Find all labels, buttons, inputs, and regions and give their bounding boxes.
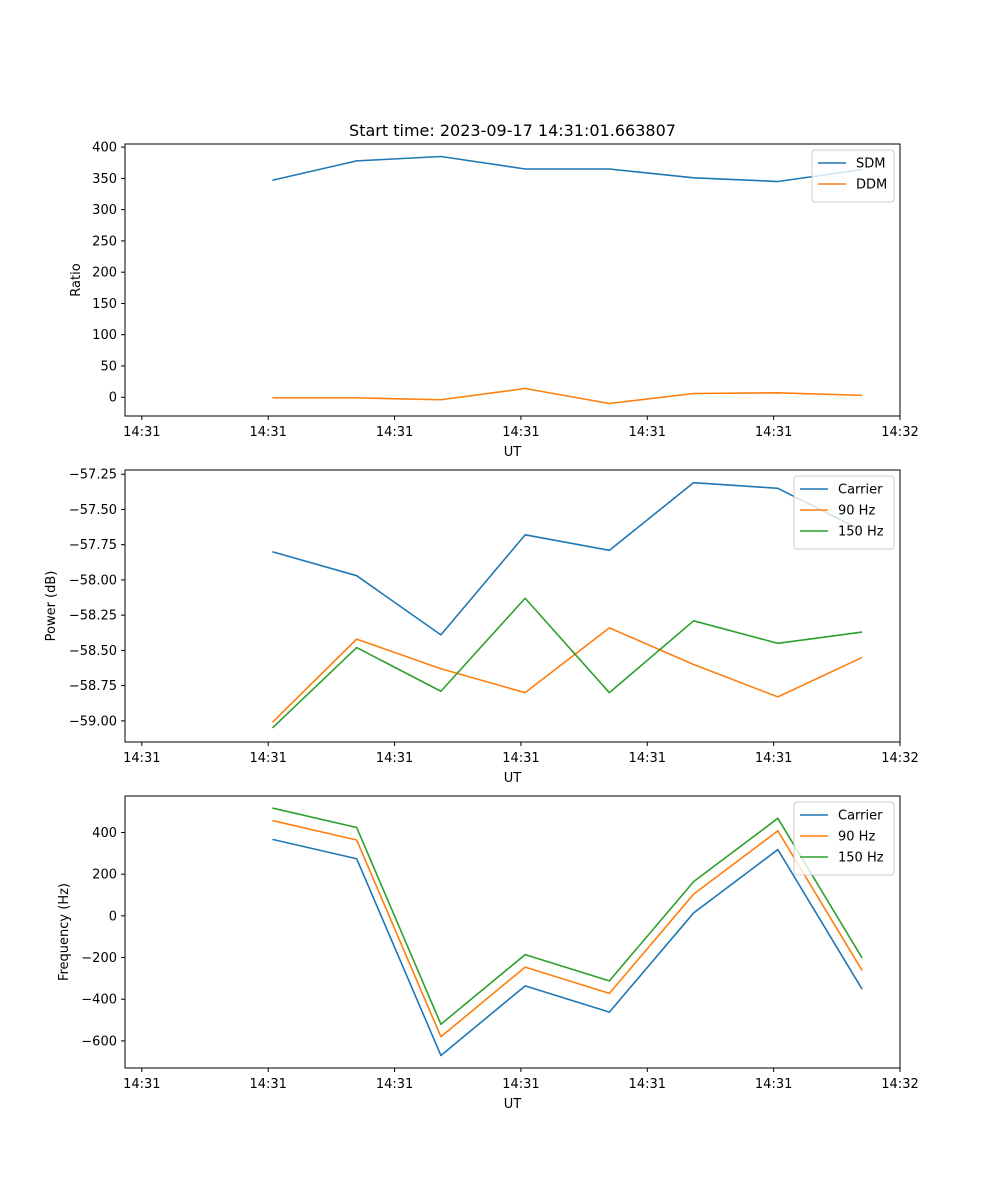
- y-tick-label: 400: [92, 826, 117, 841]
- x-tick-label: 14:31: [376, 751, 413, 766]
- legend-label: 90 Hz: [838, 504, 875, 519]
- legend-label: Carrier: [838, 809, 883, 824]
- x-axis-label: UT: [504, 445, 522, 460]
- y-tick-label: −58.75: [69, 679, 117, 694]
- x-tick-label: 14:32: [881, 1077, 918, 1092]
- legend-label: Carrier: [838, 483, 883, 498]
- y-tick-label: 350: [92, 172, 117, 187]
- y-tick-label: −57.75: [69, 538, 117, 553]
- y-axis-label: Ratio: [69, 263, 84, 296]
- y-tick-label: −200: [81, 951, 117, 966]
- y-tick-label: −400: [81, 993, 117, 1008]
- x-axis-label: UT: [504, 1097, 522, 1112]
- x-tick-label: 14:31: [123, 425, 160, 440]
- x-tick-label: 14:31: [755, 425, 792, 440]
- y-tick-label: 400: [92, 141, 117, 156]
- legend-label: 150 Hz: [838, 525, 884, 540]
- series-line-sdm: [272, 155, 863, 183]
- axes-frame: [124, 795, 901, 1069]
- subplot-panels: 14:31 14:31 14:31 14:31 14:31 14:31 14:32 0 50 10…: [44, 141, 919, 1112]
- legend-label: SDM: [856, 157, 885, 172]
- series-line-90-hz: [272, 819, 863, 1038]
- y-axis-label: Power (dB): [44, 571, 59, 642]
- y-tick-label: −600: [81, 1034, 117, 1049]
- y-tick-label: 150: [92, 297, 117, 312]
- x-tick-label: 14:31: [376, 1077, 413, 1092]
- x-tick-label: 14:32: [881, 751, 918, 766]
- y-tick-label: 200: [92, 266, 117, 281]
- x-tick-label: 14:31: [249, 425, 286, 440]
- y-axis-label: Frequency (Hz): [57, 883, 72, 981]
- x-tick-label: 14:31: [249, 1077, 286, 1092]
- subplot-3: 14:31 14:31 14:31 14:31 14:31 14:31 14:32 −600 −…: [57, 795, 919, 1112]
- axes-frame: [124, 469, 901, 743]
- legend-label: DDM: [856, 178, 887, 193]
- x-tick-label: 14:31: [376, 425, 413, 440]
- y-tick-label: 0: [109, 909, 117, 924]
- series-line-carrier: [272, 838, 863, 1057]
- x-tick-label: 14:31: [629, 751, 666, 766]
- x-tick-label: 14:31: [249, 751, 286, 766]
- x-tick-label: 14:31: [502, 425, 539, 440]
- axes-frame: [124, 143, 901, 417]
- series-line-150-hz: [271, 597, 863, 729]
- legend-label: 90 Hz: [838, 830, 875, 845]
- y-tick-label: −57.25: [69, 468, 117, 483]
- series-line-90-hz: [271, 627, 863, 723]
- y-tick-label: 300: [92, 203, 117, 218]
- y-tick-label: 100: [92, 328, 117, 343]
- x-tick-label: 14:31: [755, 751, 792, 766]
- legend: SDM DDM: [811, 149, 895, 203]
- series-line-ddm: [272, 387, 863, 405]
- y-tick-label: −58.00: [69, 573, 117, 588]
- x-tick-label: 14:31: [123, 751, 160, 766]
- y-tick-label: −57.50: [69, 503, 117, 518]
- legend: Carrier 90 Hz 150 Hz: [793, 475, 895, 550]
- series-line-150-hz: [272, 807, 863, 1026]
- x-tick-label: 14:31: [502, 1077, 539, 1092]
- subplot-2: 14:31 14:31 14:31 14:31 14:31 14:31 14:32 −59.0…: [44, 468, 919, 786]
- x-tick-label: 14:31: [123, 1077, 160, 1092]
- figure-title: Start time: 2023-09-17 14:31:01.663807: [349, 121, 676, 140]
- x-tick-label: 14:31: [755, 1077, 792, 1092]
- x-axis-label: UT: [504, 771, 522, 786]
- y-tick-label: 200: [92, 868, 117, 883]
- y-tick-label: −58.25: [69, 609, 117, 624]
- y-tick-label: −59.00: [69, 714, 117, 729]
- x-tick-label: 14:31: [629, 1077, 666, 1092]
- legend-label: 150 Hz: [838, 851, 884, 866]
- subplot-1: 14:31 14:31 14:31 14:31 14:31 14:31 14:32 0 50 10…: [69, 141, 919, 460]
- legend: Carrier 90 Hz 150 Hz: [793, 801, 895, 876]
- y-tick-label: −58.50: [69, 644, 117, 659]
- y-tick-label: 250: [92, 234, 117, 249]
- x-tick-label: 14:31: [502, 751, 539, 766]
- x-tick-label: 14:32: [881, 425, 918, 440]
- x-tick-label: 14:31: [629, 425, 666, 440]
- y-tick-label: 50: [100, 359, 117, 374]
- series-line-carrier: [272, 481, 863, 636]
- y-tick-label: 0: [109, 391, 117, 406]
